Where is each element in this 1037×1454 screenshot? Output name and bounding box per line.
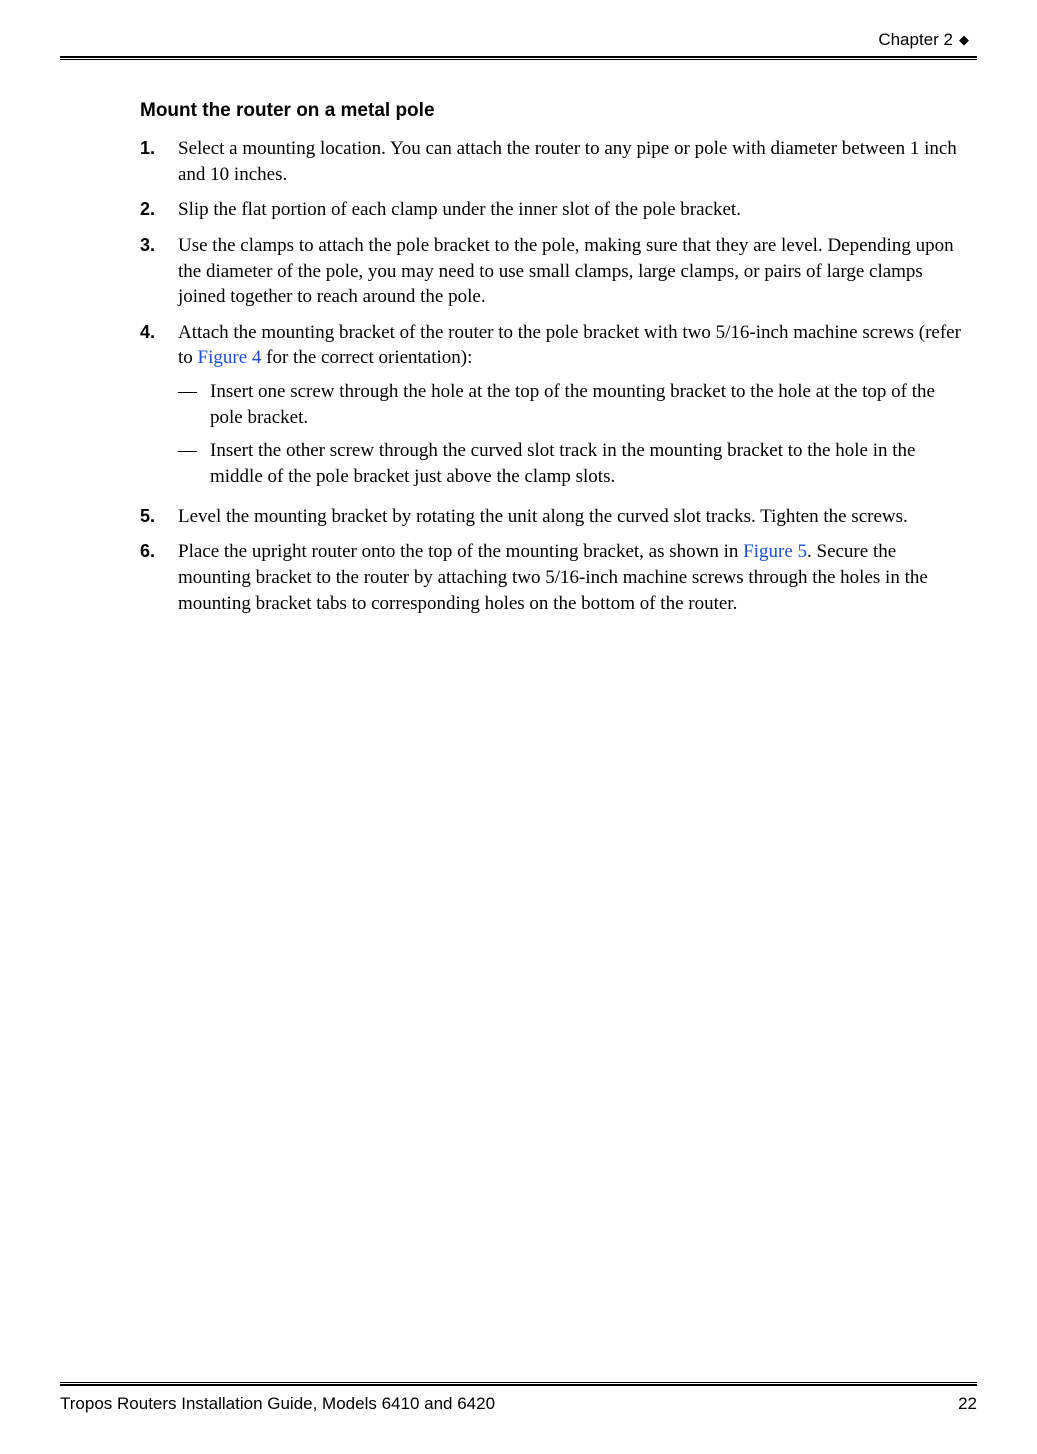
chapter-label: Chapter 2 <box>878 30 953 50</box>
step-number: 1. <box>140 136 178 160</box>
step-text-after: for the correct orientation): <box>261 347 472 368</box>
step-text-before: Place the upright router onto the top of… <box>178 541 743 562</box>
page-number: 22 <box>958 1394 977 1414</box>
page-footer: Tropos Routers Installation Guide, Model… <box>60 1384 977 1414</box>
step-body: Place the upright router onto the top of… <box>178 539 967 616</box>
guide-title: Tropos Routers Installation Guide, Model… <box>60 1394 495 1414</box>
footer-rule: Tropos Routers Installation Guide, Model… <box>60 1382 977 1414</box>
step-number: 3. <box>140 233 178 257</box>
step-3: 3. Use the clamps to attach the pole bra… <box>140 233 967 310</box>
step-text: Use the clamps to attach the pole bracke… <box>178 233 967 310</box>
step-body: Attach the mounting bracket of the route… <box>178 320 967 494</box>
step-number: 2. <box>140 197 178 221</box>
step-6: 6. Place the upright router onto the top… <box>140 539 967 616</box>
step-text: Select a mounting location. You can atta… <box>178 136 967 187</box>
figure-4-link[interactable]: Figure 4 <box>198 347 262 368</box>
step-number: 5. <box>140 504 178 528</box>
section-title: Mount the router on a metal pole <box>140 100 967 122</box>
step-5: 5. Level the mounting bracket by rotatin… <box>140 504 967 530</box>
diamond-icon: ◆ <box>959 32 969 48</box>
figure-5-link[interactable]: Figure 5 <box>743 541 807 562</box>
dash-icon: — <box>178 438 210 464</box>
step-number: 6. <box>140 539 178 563</box>
substep-text: Insert one screw through the hole at the… <box>210 379 967 430</box>
header-rule <box>60 59 977 60</box>
substep-4b: — Insert the other screw through the cur… <box>178 438 967 489</box>
dash-icon: — <box>178 379 210 405</box>
page-header: Chapter 2 ◆ <box>60 30 977 58</box>
step-4: 4. Attach the mounting bracket of the ro… <box>140 320 967 494</box>
step-1: 1. Select a mounting location. You can a… <box>140 136 967 187</box>
substep-text: Insert the other screw through the curve… <box>210 438 967 489</box>
substep-4a: — Insert one screw through the hole at t… <box>178 379 967 430</box>
step-text: Level the mounting bracket by rotating t… <box>178 504 967 530</box>
page: Chapter 2 ◆ Mount the router on a metal … <box>0 0 1037 1454</box>
step-text: Slip the flat portion of each clamp unde… <box>178 197 967 223</box>
step-number: 4. <box>140 320 178 344</box>
content-area: Mount the router on a metal pole 1. Sele… <box>60 100 977 1381</box>
step-2: 2. Slip the flat portion of each clamp u… <box>140 197 967 223</box>
